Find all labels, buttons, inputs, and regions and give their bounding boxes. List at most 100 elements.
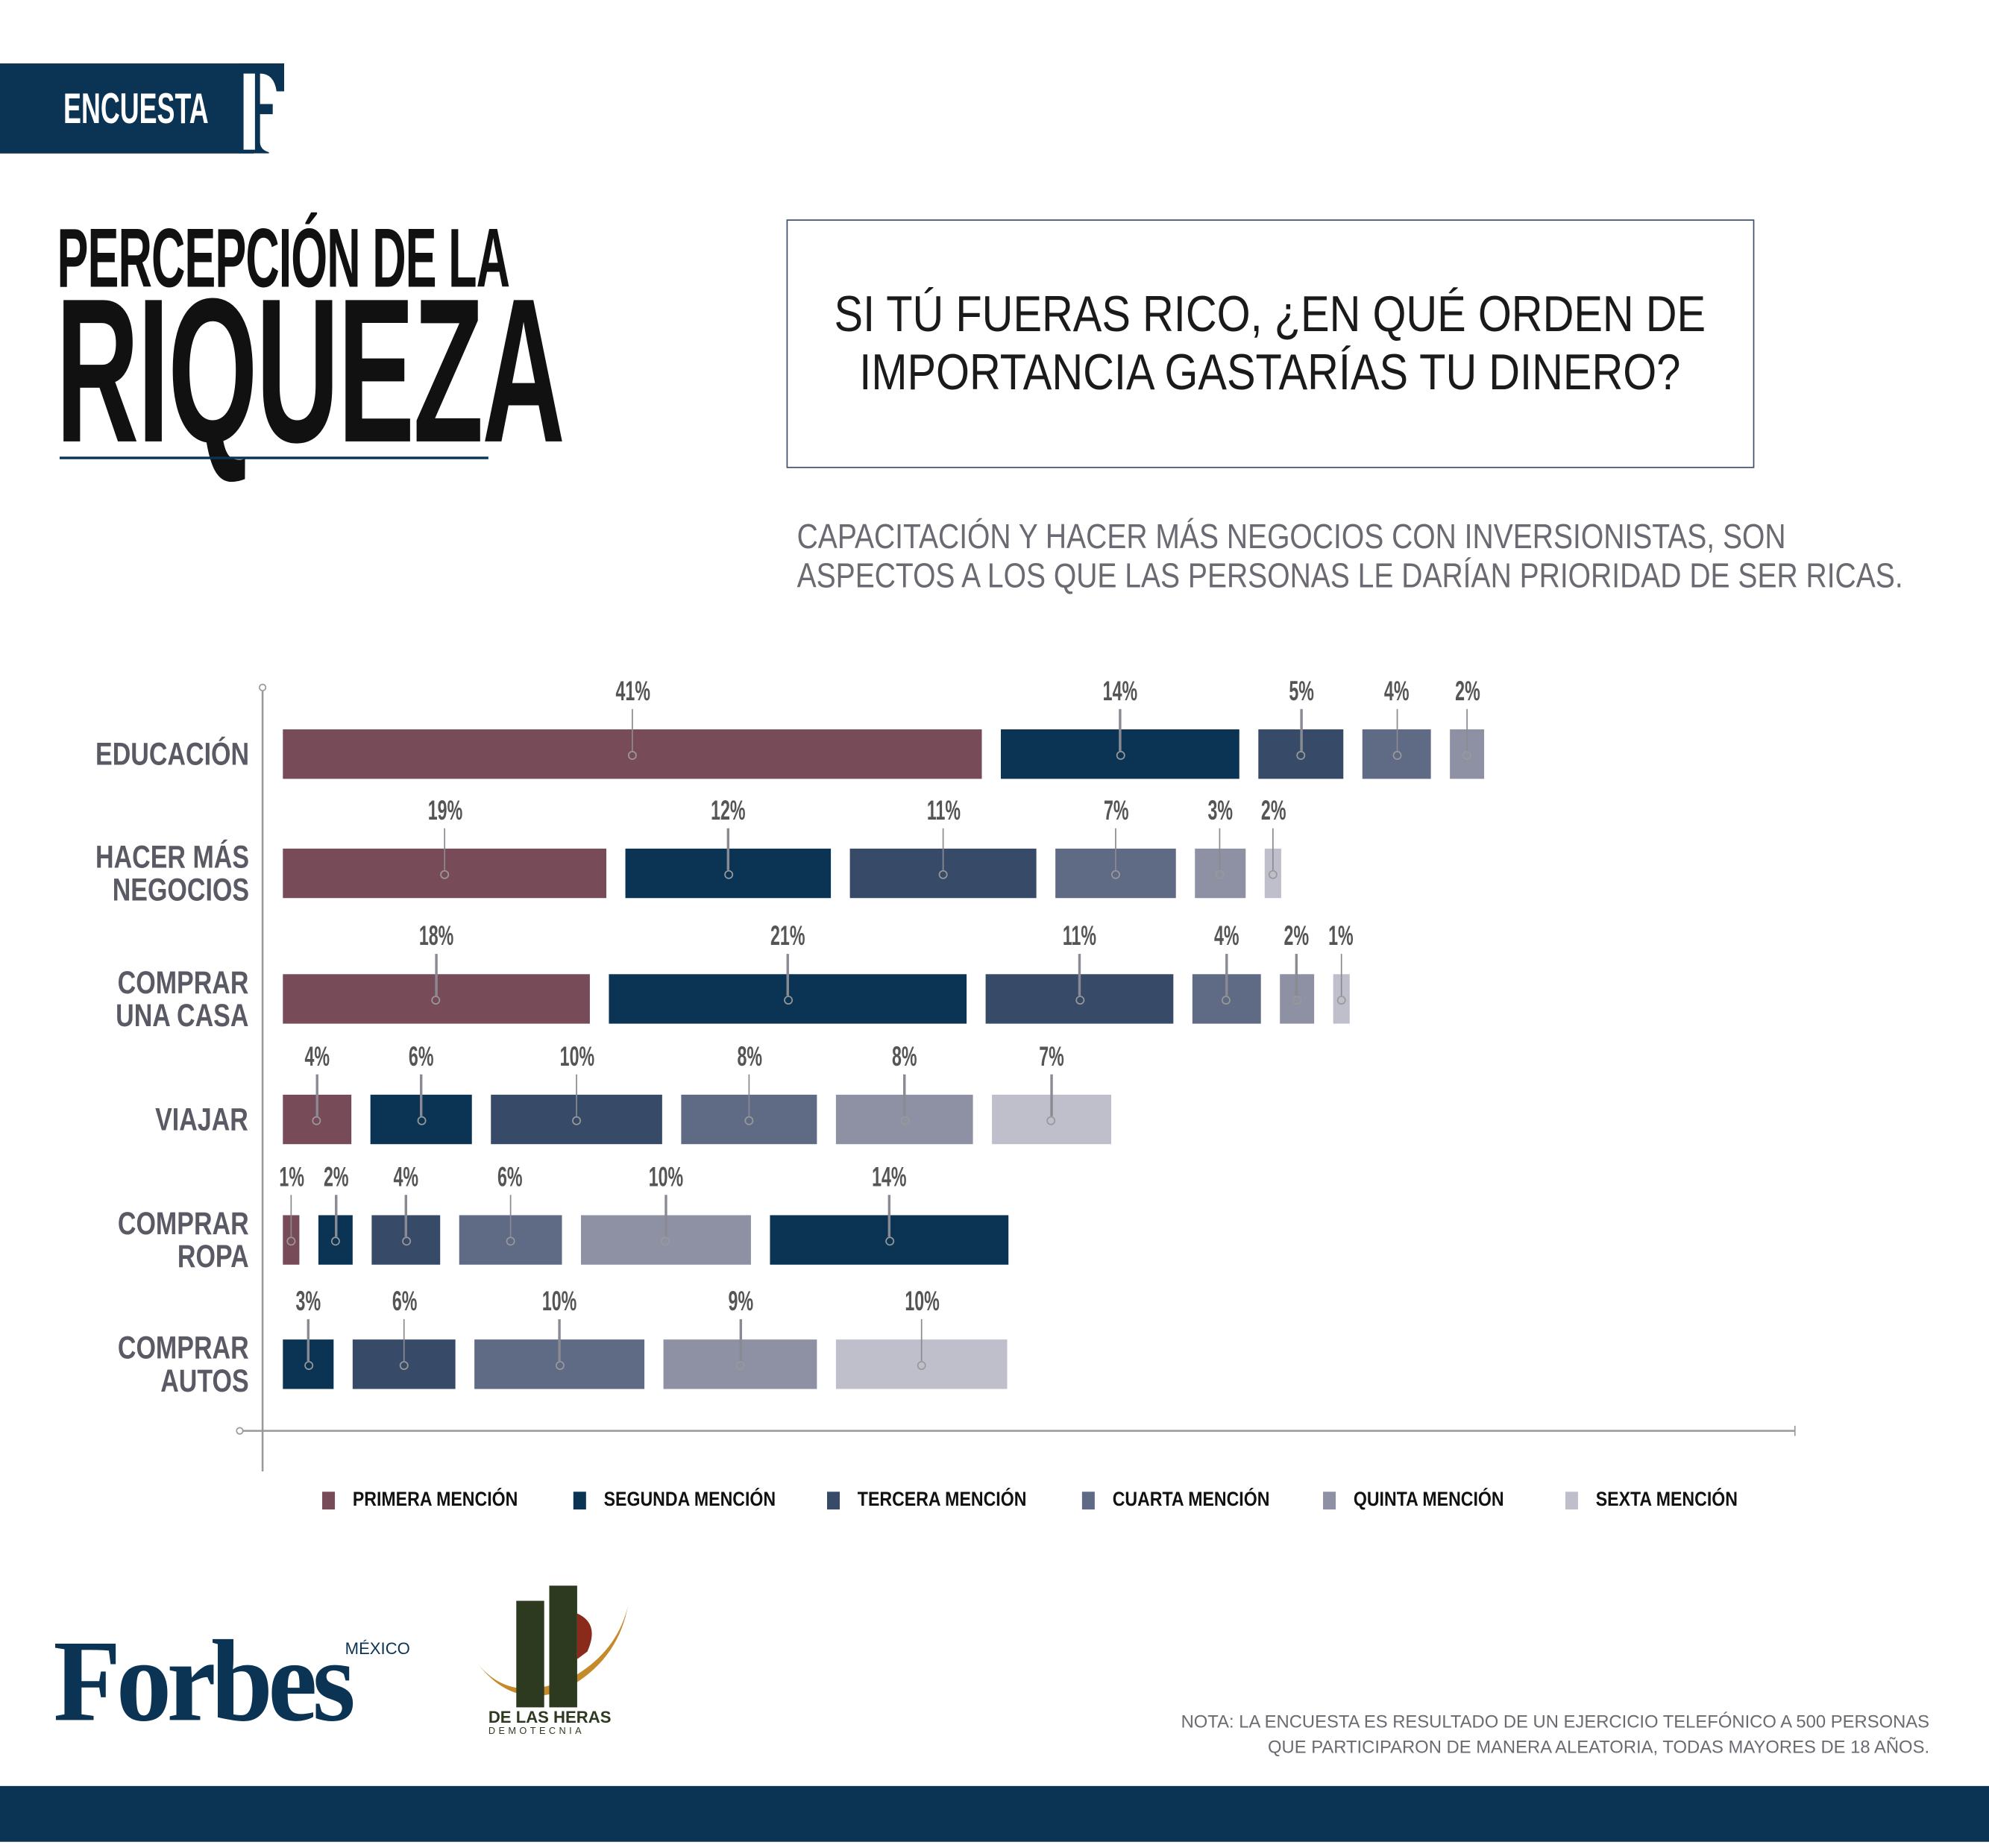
- data-label: 9%: [728, 1285, 753, 1317]
- label-pin: [575, 1074, 578, 1116]
- data-label: 11%: [1063, 920, 1097, 952]
- label-pin-dot: [401, 1236, 411, 1245]
- data-label: 5%: [1289, 674, 1314, 707]
- data-label: 4%: [1213, 920, 1239, 952]
- label-pin-dot: [1336, 995, 1346, 1005]
- label-pin-dot: [884, 1236, 894, 1245]
- row-label: EDUCACIÓN: [95, 738, 248, 770]
- row-label: HACER MÁS NEGOCIOS: [95, 840, 248, 906]
- label-pin: [315, 1074, 318, 1116]
- footer-band: [0, 1785, 1989, 1842]
- survey-badge-label: ENCUESTA: [63, 84, 209, 133]
- survey-badge: ENCUESTA: [0, 63, 254, 154]
- legend-item: PRIMERA MENCIÓN: [322, 1489, 547, 1512]
- label-pin: [1395, 708, 1398, 751]
- label-pin: [631, 708, 634, 751]
- data-label: 6%: [392, 1285, 417, 1317]
- label-pin-dot: [1269, 869, 1278, 879]
- row-label-line: HACER MÁS: [95, 839, 249, 875]
- title-line-1: PERCEPCIÓN DE LA: [57, 210, 510, 305]
- data-label: 8%: [736, 1040, 762, 1072]
- data-label: 10%: [648, 1160, 684, 1192]
- y-axis-cap: [258, 683, 267, 691]
- data-label: 7%: [1103, 793, 1128, 826]
- label-pin: [727, 828, 729, 870]
- question-line-1: SI TÚ FUERAS RICO, ¿EN QUÉ ORDEN DE: [835, 286, 1706, 343]
- data-label: 3%: [1207, 793, 1233, 826]
- legend-label: PRIMERA MENCIÓN: [352, 1489, 518, 1511]
- label-pin-dot: [783, 995, 793, 1005]
- label-pin: [748, 1074, 750, 1116]
- row-label-line: NEGOCIOS: [112, 872, 249, 908]
- label-pin: [942, 828, 944, 870]
- subtitle: CAPACITACIÓN Y HACER MÁS NEGOCIOS CON IN…: [711, 517, 1903, 596]
- label-pin: [405, 1195, 407, 1236]
- label-pin-dot: [1296, 750, 1306, 759]
- data-label: 3%: [295, 1285, 321, 1317]
- label-pin: [509, 1195, 512, 1236]
- label-pin-dot: [1392, 750, 1402, 759]
- data-label: 1%: [278, 1160, 304, 1192]
- label-pin: [1219, 828, 1222, 870]
- label-pin: [1114, 828, 1117, 870]
- label-pin: [1050, 1074, 1053, 1116]
- data-label: 6%: [409, 1040, 434, 1072]
- label-pin: [1340, 954, 1342, 996]
- subtitle-line-1: CAPACITACIÓN Y HACER MÁS NEGOCIOS CON IN…: [796, 517, 1786, 556]
- label-pin-dot: [432, 995, 441, 1005]
- label-pin: [435, 954, 438, 996]
- label-pin: [739, 1319, 742, 1361]
- legend-swatch: [826, 1492, 840, 1510]
- data-label: 21%: [770, 920, 805, 952]
- label-pin: [1465, 708, 1468, 751]
- label-pin-dot: [555, 1360, 565, 1370]
- question-box: SI TÚ FUERAS RICO, ¿EN QUÉ ORDEN DE IMPOR…: [786, 219, 1755, 468]
- note-line-2: QUE PARTICIPARON DE MANERA ALEATORIA, TO…: [1268, 1736, 1930, 1757]
- de-las-heras-logo: DE LAS HERAS DEMOTECNIA: [478, 1585, 628, 1735]
- x-axis-cap: [236, 1427, 244, 1435]
- data-label: 19%: [427, 793, 462, 826]
- label-pin-dot: [1215, 869, 1225, 879]
- label-pin-dot: [1222, 995, 1231, 1005]
- label-pin: [1272, 828, 1275, 870]
- data-label: 8%: [892, 1040, 917, 1072]
- legend-item: TERCERA MENCIÓN: [826, 1489, 1056, 1512]
- legend-swatch: [573, 1492, 586, 1510]
- legend-swatch: [1081, 1492, 1095, 1510]
- row-label-line: COMPRAR: [117, 1330, 249, 1366]
- legend-label: TERCERA MENCIÓN: [857, 1489, 1027, 1511]
- data-label: 2%: [1283, 920, 1310, 952]
- legend-item: SEXTA MENCIÓN: [1565, 1489, 1763, 1512]
- legend-label: CUARTA MENCIÓN: [1112, 1489, 1270, 1511]
- label-pin-dot: [440, 869, 450, 879]
- label-pin: [664, 1195, 667, 1236]
- row-label: COMPRAR UNA CASA: [116, 966, 248, 1031]
- data-label: 10%: [542, 1285, 577, 1317]
- row-label: COMPRAR ROPA: [118, 1207, 249, 1272]
- subtitle-line-2: ASPECTOS A LOS QUE LAS PERSONAS LE DARÍA…: [796, 556, 1903, 595]
- label-pin-dot: [1046, 1115, 1056, 1125]
- data-label: 2%: [1454, 674, 1480, 707]
- data-label: 41%: [615, 674, 650, 707]
- note-line-1: NOTA: LA ENCUESTA ES RESULTADO DE UN EJE…: [1181, 1711, 1930, 1732]
- legend-swatch: [322, 1492, 336, 1510]
- data-label: 2%: [1260, 793, 1286, 826]
- row-label-line: COMPRAR: [117, 964, 249, 1001]
- label-pin-dot: [331, 1236, 341, 1245]
- title-underline: [59, 456, 488, 459]
- forbes-logo: Forbes: [53, 1615, 355, 1746]
- label-pin-dot: [1462, 750, 1472, 759]
- data-label: 2%: [323, 1160, 349, 1192]
- data-label: 12%: [711, 793, 746, 826]
- question-line-2: IMPORTANCIA GASTARÍAS TU DINERO?: [859, 345, 1682, 401]
- data-label: 4%: [304, 1040, 330, 1072]
- svg-text:DE LAS HERAS: DE LAS HERAS: [488, 1708, 612, 1726]
- label-pin-dot: [506, 1236, 515, 1245]
- legend-swatch: [1323, 1492, 1336, 1510]
- label-pin-dot: [304, 1360, 313, 1370]
- label-pin-dot: [627, 750, 637, 759]
- label-pin-dot: [723, 869, 733, 879]
